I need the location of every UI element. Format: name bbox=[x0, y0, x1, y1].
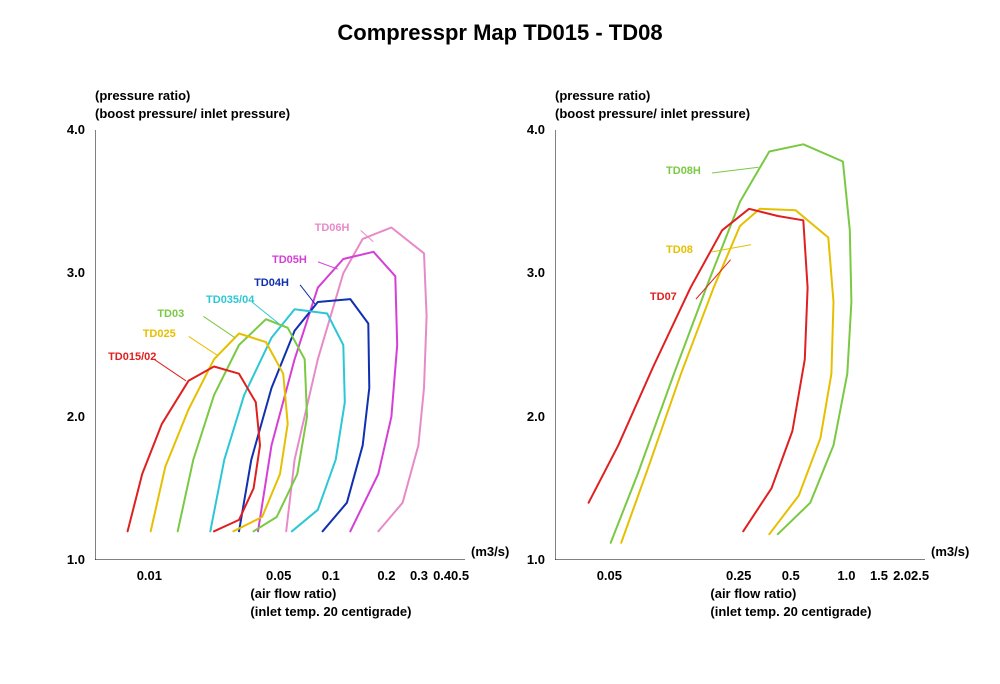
series-label: TD03 bbox=[157, 308, 184, 320]
x-axis-sublabel: (inlet temp. 20 centigrade) bbox=[710, 604, 871, 619]
y-axis-label: (pressure ratio) bbox=[95, 88, 190, 103]
x-tick-label: 0.3 bbox=[410, 568, 428, 583]
y-axis-label: (pressure ratio) bbox=[555, 88, 650, 103]
x-tick-label: 1.5 bbox=[870, 568, 888, 583]
x-unit-label: (m3/s) bbox=[931, 544, 969, 559]
y-tick-label: 1.0 bbox=[55, 552, 85, 567]
x-tick-label: 0.01 bbox=[137, 568, 162, 583]
y-axis-sublabel: (boost pressure/ inlet pressure) bbox=[555, 106, 750, 121]
y-axis-sublabel: (boost pressure/ inlet pressure) bbox=[95, 106, 290, 121]
x-tick-label: 0.05 bbox=[266, 568, 291, 583]
y-tick-label: 1.0 bbox=[515, 552, 545, 567]
series-label: TD05H bbox=[272, 254, 307, 266]
x-axis-label: (air flow ratio) bbox=[710, 586, 796, 601]
y-tick-label: 3.0 bbox=[55, 265, 85, 280]
x-tick-label: 0.1 bbox=[322, 568, 340, 583]
x-tick-label: 0.5 bbox=[782, 568, 800, 583]
x-unit-label: (m3/s) bbox=[471, 544, 509, 559]
series-label: TD06H bbox=[315, 222, 350, 234]
left-chart: 1.02.03.04.00.010.050.10.20.30.40.5(pres… bbox=[95, 130, 465, 560]
x-tick-label: 0.5 bbox=[451, 568, 469, 583]
series-label: TD025 bbox=[143, 328, 176, 340]
series-label: TD07 bbox=[650, 291, 677, 303]
x-tick-label: 0.2 bbox=[377, 568, 395, 583]
x-tick-label: 2.0 bbox=[893, 568, 911, 583]
series-label: TD08 bbox=[666, 244, 693, 256]
series-label: TD08H bbox=[666, 165, 701, 177]
y-tick-label: 2.0 bbox=[515, 409, 545, 424]
y-tick-label: 4.0 bbox=[515, 122, 545, 137]
y-tick-label: 2.0 bbox=[55, 409, 85, 424]
x-axis-label: (air flow ratio) bbox=[250, 586, 336, 601]
page-title: Compresspr Map TD015 - TD08 bbox=[0, 20, 1000, 46]
series-label: TD04H bbox=[254, 277, 289, 289]
x-axis-sublabel: (inlet temp. 20 centigrade) bbox=[250, 604, 411, 619]
series-label: TD035/04 bbox=[206, 294, 254, 306]
right-chart: 1.02.03.04.00.050.250.51.01.52.02.5(pres… bbox=[555, 130, 925, 560]
x-tick-label: 2.5 bbox=[911, 568, 929, 583]
y-tick-label: 3.0 bbox=[515, 265, 545, 280]
x-tick-label: 0.25 bbox=[726, 568, 751, 583]
x-tick-label: 1.0 bbox=[837, 568, 855, 583]
series-label: TD015/02 bbox=[108, 351, 156, 363]
x-tick-label: 0.4 bbox=[433, 568, 451, 583]
y-tick-label: 4.0 bbox=[55, 122, 85, 137]
x-tick-label: 0.05 bbox=[597, 568, 622, 583]
